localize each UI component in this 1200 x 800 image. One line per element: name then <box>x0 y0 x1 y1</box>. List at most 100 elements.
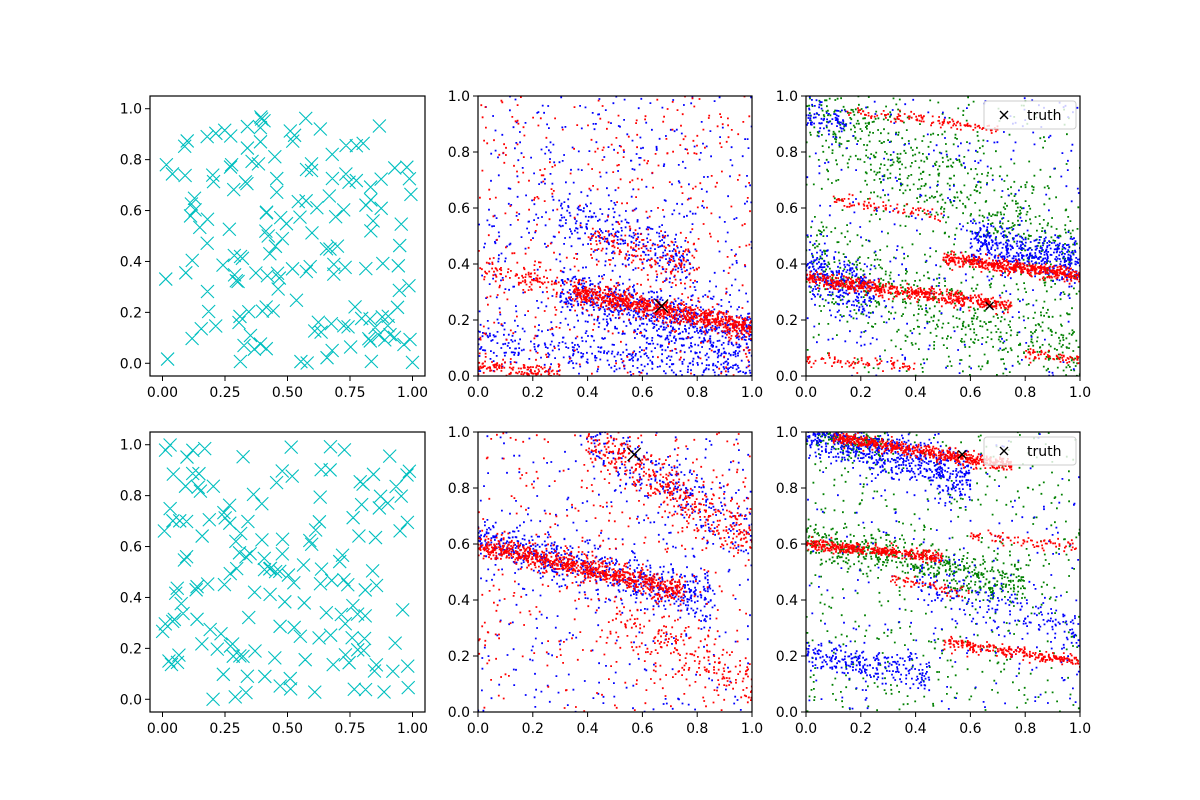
y-tick-label: 0.0 <box>448 369 470 385</box>
y-tick-label: 0.2 <box>448 649 470 665</box>
x-markers <box>155 438 417 707</box>
legend-label: truth <box>1027 108 1061 124</box>
legend-truth-marker <box>999 446 1009 456</box>
x-tick-label: 0.0 <box>795 385 817 401</box>
y-tick-label: 0.2 <box>776 649 798 665</box>
x-tick-label: 0.8 <box>686 721 708 737</box>
x-tick-label: 0.2 <box>850 385 872 401</box>
x-tick-label: 0.50 <box>272 721 303 737</box>
y-tick-label: 0.2 <box>120 305 142 321</box>
y-tick-label: 1.0 <box>448 89 470 105</box>
x-tick-label: 1.0 <box>1069 721 1091 737</box>
y-tick-label: 0.0 <box>448 705 470 721</box>
x-tick-label: 0.00 <box>147 385 178 401</box>
subplot-bottom-middle: 0.0 0.2 0.4 0.6 0.8 1.0 0.0 0.2 0.4 0.6 0.8 1.0 <box>448 425 763 737</box>
y-tick-label: 0.2 <box>448 313 470 329</box>
truth-marker <box>627 447 642 462</box>
series-0 <box>158 110 420 370</box>
x-tick-label: 0.0 <box>467 385 489 401</box>
y-tick-label: 0.2 <box>120 641 142 657</box>
plot-area <box>155 438 417 707</box>
y-tick-label: 0.4 <box>776 257 798 273</box>
plot-area <box>806 432 1080 712</box>
y-tick-label: 0.8 <box>776 481 798 497</box>
y-tick-label: 0.6 <box>776 201 798 217</box>
y-tick-label: 1.0 <box>120 438 142 454</box>
y-tick-label: 1.0 <box>448 425 470 441</box>
y-tick-label: 0.4 <box>448 257 470 273</box>
dot-markers <box>806 107 1080 374</box>
y-tick-label: 0.8 <box>120 153 142 169</box>
x-tick-label: 0.4 <box>576 721 598 737</box>
y-tick-label: 0.8 <box>120 489 142 505</box>
y-tick-label: 0.6 <box>448 201 470 217</box>
x-tick-label: 0.6 <box>959 385 981 401</box>
truth-marker <box>957 449 967 459</box>
y-tick-label: 0.0 <box>776 369 798 385</box>
axes-frame <box>477 95 753 377</box>
series-0 <box>155 438 417 707</box>
y-tick-label: 0.8 <box>776 145 798 161</box>
dot-markers <box>478 432 752 712</box>
subplot-top-middle: 0.0 0.2 0.4 0.6 0.8 1.0 0.0 0.2 0.4 0.6 0.8 1.0 <box>448 89 763 401</box>
x-tick-label: 1.00 <box>397 721 428 737</box>
x-tick-label: 0.6 <box>631 385 653 401</box>
subplot-bottom-right: 0.0 0.2 0.4 0.6 0.8 1.0 0.0 0.2 0.4 0.6 0.8 1.0 trut… <box>776 425 1091 737</box>
legend-label: truth <box>1027 444 1061 460</box>
x-tick-label: 0.0 <box>467 721 489 737</box>
dot-markers <box>806 432 1080 710</box>
series-1 <box>478 432 752 712</box>
x-tick-label: 0.00 <box>147 721 178 737</box>
series-2 <box>806 107 1080 374</box>
legend: truth <box>983 100 1077 130</box>
subplot-bottom-left: 0.00 0.25 0.50 0.75 1.00 0.0 0.2 0.4 0.6 0.8 1.0 <box>120 431 428 737</box>
x-tick-label: 1.0 <box>741 721 763 737</box>
y-tick-label: 0.0 <box>776 705 798 721</box>
plot-area <box>158 110 420 370</box>
legend-box <box>983 100 1077 130</box>
truth-marker <box>654 299 669 313</box>
x-tick-label: 0.25 <box>209 385 240 401</box>
x-tick-label: 0.4 <box>904 721 926 737</box>
axes-frame <box>477 431 753 713</box>
x-markers <box>158 110 420 370</box>
y-tick-label: 1.0 <box>776 425 798 441</box>
series-1 <box>806 432 1080 710</box>
legend-truth-marker <box>999 110 1009 120</box>
y-tick-label: 0.2 <box>776 313 798 329</box>
axes-frame <box>805 431 1081 713</box>
x-tick-label: 0.6 <box>959 721 981 737</box>
axes-frame <box>805 95 1081 377</box>
y-tick-label: 0.4 <box>448 593 470 609</box>
x-tick-label: 0.8 <box>686 385 708 401</box>
legend-box <box>983 436 1077 466</box>
y-tick-label: 1.0 <box>776 89 798 105</box>
x-tick-label: 0.25 <box>209 721 240 737</box>
x-tick-label: 0.4 <box>576 385 598 401</box>
x-tick-label: 0.2 <box>850 721 872 737</box>
y-tick-label: 0.8 <box>448 145 470 161</box>
y-tick-label: 0.4 <box>120 590 142 606</box>
plot-area <box>478 432 752 712</box>
plot-area <box>478 96 752 376</box>
y-tick-label: 1.0 <box>120 102 142 118</box>
x-tick-label: 1.00 <box>397 385 428 401</box>
y-tick-label: 0.6 <box>776 537 798 553</box>
x-tick-label: 0.2 <box>522 721 544 737</box>
y-tick-label: 0.4 <box>120 254 142 270</box>
subplot-top-right: 0.0 0.2 0.4 0.6 0.8 1.0 0.0 0.2 0.4 0.6 0.8 1.0 trut… <box>776 89 1091 401</box>
x-tick-label: 0.50 <box>272 385 303 401</box>
plot-area <box>806 96 1080 376</box>
subplot-top-left: 0.00 0.25 0.50 0.75 1.00 0.0 0.2 0.4 0.6 0.8 1.0 <box>120 95 428 401</box>
x-tick-label: 0.75 <box>334 721 365 737</box>
x-tick-label: 1.0 <box>741 385 763 401</box>
legend: truth <box>983 436 1077 466</box>
y-tick-label: 0.8 <box>448 481 470 497</box>
y-tick-label: 0.4 <box>776 593 798 609</box>
x-tick-label: 0.8 <box>1014 385 1036 401</box>
y-tick-label: 0.0 <box>120 356 142 372</box>
subplot-grid: 0.00 0.25 0.50 0.75 1.00 0.0 0.2 0.4 0.6 0.8 1.0 0.… <box>120 89 1091 737</box>
y-tick-label: 0.0 <box>120 692 142 708</box>
